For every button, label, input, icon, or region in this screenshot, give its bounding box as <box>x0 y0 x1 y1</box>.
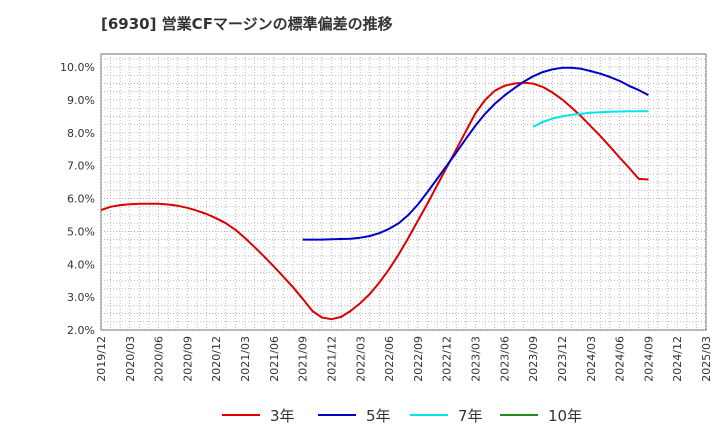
chart-title: [6930] 営業CFマージンの標準偏差の推移 <box>101 15 393 33</box>
legend-label-5y: 5年 <box>366 406 391 425</box>
x-tick-label: 2019/12 <box>95 336 108 382</box>
series-line-0 <box>100 81 649 321</box>
legend-item-3y: 3年 <box>222 404 295 426</box>
x-tick-label: 2025/03 <box>700 336 713 382</box>
x-tick-label: 2024/09 <box>642 336 655 382</box>
x-tick-label: 2023/12 <box>556 336 569 382</box>
y-tick-label: 5.0% <box>67 225 95 238</box>
x-tick-label: 2024/06 <box>614 336 627 382</box>
x-tick-label: 2021/12 <box>325 336 338 382</box>
legend-label-7y: 7年 <box>458 406 483 425</box>
y-tick-label: 4.0% <box>67 258 95 271</box>
legend-item-10y: 10年 <box>500 404 582 426</box>
x-tick-label: 2024/03 <box>585 336 598 382</box>
line-chart: 2.0% 3.0% 4.0% 5.0% 6.0% 7.0% 8.0% 9.0% 10.0% 201… <box>60 53 713 382</box>
x-tick-label: 2024/12 <box>671 336 684 382</box>
legend-item-7y: 7年 <box>410 404 483 426</box>
y-tick-label: 2.0% <box>67 324 95 337</box>
legend-swatch-10y <box>500 414 538 416</box>
legend-item-5y: 5年 <box>318 404 391 426</box>
legend-swatch-7y <box>410 414 448 416</box>
y-tick-label: 9.0% <box>67 94 95 107</box>
x-tick-label: 2020/09 <box>181 336 194 382</box>
x-tick-label: 2020/12 <box>210 336 223 382</box>
x-tick-label: 2021/09 <box>297 336 310 382</box>
x-tick-label: 2020/03 <box>124 336 137 382</box>
x-tick-label: 2022/06 <box>383 336 396 382</box>
legend-label-3y: 3年 <box>270 406 295 425</box>
x-tick-label: 2021/03 <box>239 336 252 382</box>
legend: 3年 5年 7年 10年 <box>0 400 720 430</box>
y-tick-label: 3.0% <box>67 291 95 304</box>
series-line-2 <box>532 110 649 128</box>
x-tick-label: 2023/09 <box>527 336 540 382</box>
x-tick-label: 2023/03 <box>470 336 483 382</box>
legend-swatch-3y <box>222 414 260 416</box>
x-tick-label: 2022/03 <box>354 336 367 382</box>
legend-swatch-5y <box>318 414 356 416</box>
x-tick-label: 2021/06 <box>268 336 281 382</box>
x-tick-label: 2020/06 <box>153 336 166 382</box>
series-line-1 <box>302 66 649 241</box>
legend-label-10y: 10年 <box>548 406 583 425</box>
x-tick-label: 2022/09 <box>412 336 425 382</box>
y-tick-label: 10.0% <box>60 61 95 74</box>
y-tick-label: 8.0% <box>67 127 95 140</box>
y-tick-label: 7.0% <box>67 160 95 173</box>
x-tick-label: 2022/12 <box>441 336 454 382</box>
y-tick-label: 6.0% <box>67 193 95 206</box>
x-tick-label: 2023/06 <box>498 336 511 382</box>
